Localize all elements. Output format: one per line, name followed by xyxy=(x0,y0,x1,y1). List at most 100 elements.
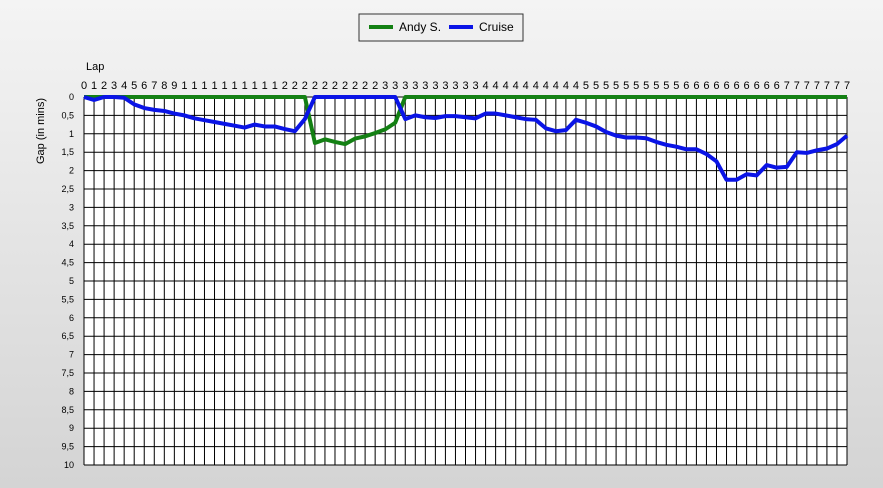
x-tick-label: 4 xyxy=(523,80,529,92)
x-tick-label: 3 xyxy=(412,80,418,92)
x-tick-label: 0 xyxy=(81,80,87,92)
x-tick-label: 1 xyxy=(211,80,217,92)
y-tick-label: 8,5 xyxy=(61,405,74,415)
x-tick-label: 5 xyxy=(673,80,679,92)
x-tick-label: 4 xyxy=(493,80,499,92)
x-tick-label: 4 xyxy=(563,80,569,92)
x-tick-label: 3 xyxy=(382,80,388,92)
x-tick-label: 1 xyxy=(272,80,278,92)
x-tick-label: 4 xyxy=(553,80,559,92)
x-tick-label: 4 xyxy=(513,80,519,92)
x-tick-label: 1 xyxy=(252,80,258,92)
x-tick-label: 7 xyxy=(834,80,840,92)
x-tick-label: 3 xyxy=(462,80,468,92)
x-tick-label: 1 xyxy=(242,80,248,92)
x-tick-label: 4 xyxy=(543,80,549,92)
x-tick-label: 9 xyxy=(171,80,177,92)
y-tick-label: 0,5 xyxy=(61,110,74,120)
x-tick-label: 6 xyxy=(723,80,729,92)
x-tick-label: 5 xyxy=(583,80,589,92)
x-tick-label: 6 xyxy=(754,80,760,92)
x-tick-label: 1 xyxy=(221,80,227,92)
y-tick-label: 6 xyxy=(69,313,74,323)
x-tick-label: 5 xyxy=(131,80,137,92)
y-tick-label: 5 xyxy=(69,276,74,286)
x-tick-label: 6 xyxy=(774,80,780,92)
x-tick-label: 6 xyxy=(703,80,709,92)
x-tick-label: 5 xyxy=(593,80,599,92)
y-tick-label: 1 xyxy=(69,129,74,139)
y-tick-label: 3,5 xyxy=(61,221,74,231)
x-tick-label: 7 xyxy=(794,80,800,92)
x-tick-label: 5 xyxy=(623,80,629,92)
x-tick-label: 3 xyxy=(392,80,398,92)
x-axis-label: Lap xyxy=(86,61,104,73)
x-tick-label: 2 xyxy=(302,80,308,92)
x-tick-label: 3 xyxy=(442,80,448,92)
x-tick-label: 1 xyxy=(201,80,207,92)
x-tick-label: 2 xyxy=(342,80,348,92)
y-tick-label: 5,5 xyxy=(61,294,74,304)
x-tick-label: 4 xyxy=(533,80,539,92)
x-tick-label: 5 xyxy=(653,80,659,92)
x-tick-label: 1 xyxy=(262,80,268,92)
x-tick-label: 7 xyxy=(784,80,790,92)
x-tick-label: 6 xyxy=(734,80,740,92)
x-tick-label: 2 xyxy=(292,80,298,92)
x-tick-label: 3 xyxy=(402,80,408,92)
x-tick-label: 5 xyxy=(603,80,609,92)
x-tick-label: 1 xyxy=(232,80,238,92)
y-tick-label: 0 xyxy=(69,92,74,102)
x-tick-label: 7 xyxy=(814,80,820,92)
x-tick-label: 7 xyxy=(151,80,157,92)
y-tick-label: 9,5 xyxy=(61,442,74,452)
x-tick-label: 2 xyxy=(372,80,378,92)
x-tick-label: 6 xyxy=(683,80,689,92)
x-tick-label: 7 xyxy=(844,80,850,92)
x-tick-label: 2 xyxy=(101,80,107,92)
y-tick-label: 10 xyxy=(64,460,74,470)
x-tick-label: 6 xyxy=(713,80,719,92)
x-tick-label: 5 xyxy=(643,80,649,92)
x-tick-label: 6 xyxy=(744,80,750,92)
legend-label: Andy S. xyxy=(399,20,441,34)
x-tick-label: 2 xyxy=(322,80,328,92)
y-tick-label: 6,5 xyxy=(61,331,74,341)
x-tick-label: 7 xyxy=(824,80,830,92)
y-tick-label: 2,5 xyxy=(61,184,74,194)
x-tick-label: 2 xyxy=(352,80,358,92)
x-tick-label: 3 xyxy=(422,80,428,92)
y-tick-label: 7 xyxy=(69,350,74,360)
y-tick-label: 7,5 xyxy=(61,368,74,378)
x-tick-label: 6 xyxy=(693,80,699,92)
y-tick-label: 8 xyxy=(69,386,74,396)
x-tick-label: 5 xyxy=(633,80,639,92)
x-tick-label: 5 xyxy=(613,80,619,92)
x-tick-label: 4 xyxy=(503,80,509,92)
y-axis-label: Gap (in mins) xyxy=(35,98,47,164)
x-tick-label: 2 xyxy=(282,80,288,92)
x-tick-label: 1 xyxy=(91,80,97,92)
x-tick-label: 5 xyxy=(663,80,669,92)
x-tick-label: 4 xyxy=(121,80,127,92)
y-tick-label: 9 xyxy=(69,423,74,433)
x-tick-label: 3 xyxy=(432,80,438,92)
x-tick-label: 7 xyxy=(804,80,810,92)
y-tick-label: 4 xyxy=(69,239,74,249)
x-tick-label: 6 xyxy=(141,80,147,92)
x-tick-label: 8 xyxy=(161,80,167,92)
y-tick-label: 2 xyxy=(69,166,74,176)
x-tick-label: 2 xyxy=(312,80,318,92)
y-tick-label: 4,5 xyxy=(61,258,74,268)
y-tick-label: 3 xyxy=(69,202,74,212)
x-tick-label: 1 xyxy=(191,80,197,92)
x-tick-label: 4 xyxy=(573,80,579,92)
legend-label: Cruise xyxy=(479,20,514,34)
x-tick-label: 6 xyxy=(764,80,770,92)
y-tick-label: 1,5 xyxy=(61,147,74,157)
x-tick-label: 2 xyxy=(332,80,338,92)
x-tick-label: 3 xyxy=(472,80,478,92)
x-tick-label: 1 xyxy=(181,80,187,92)
